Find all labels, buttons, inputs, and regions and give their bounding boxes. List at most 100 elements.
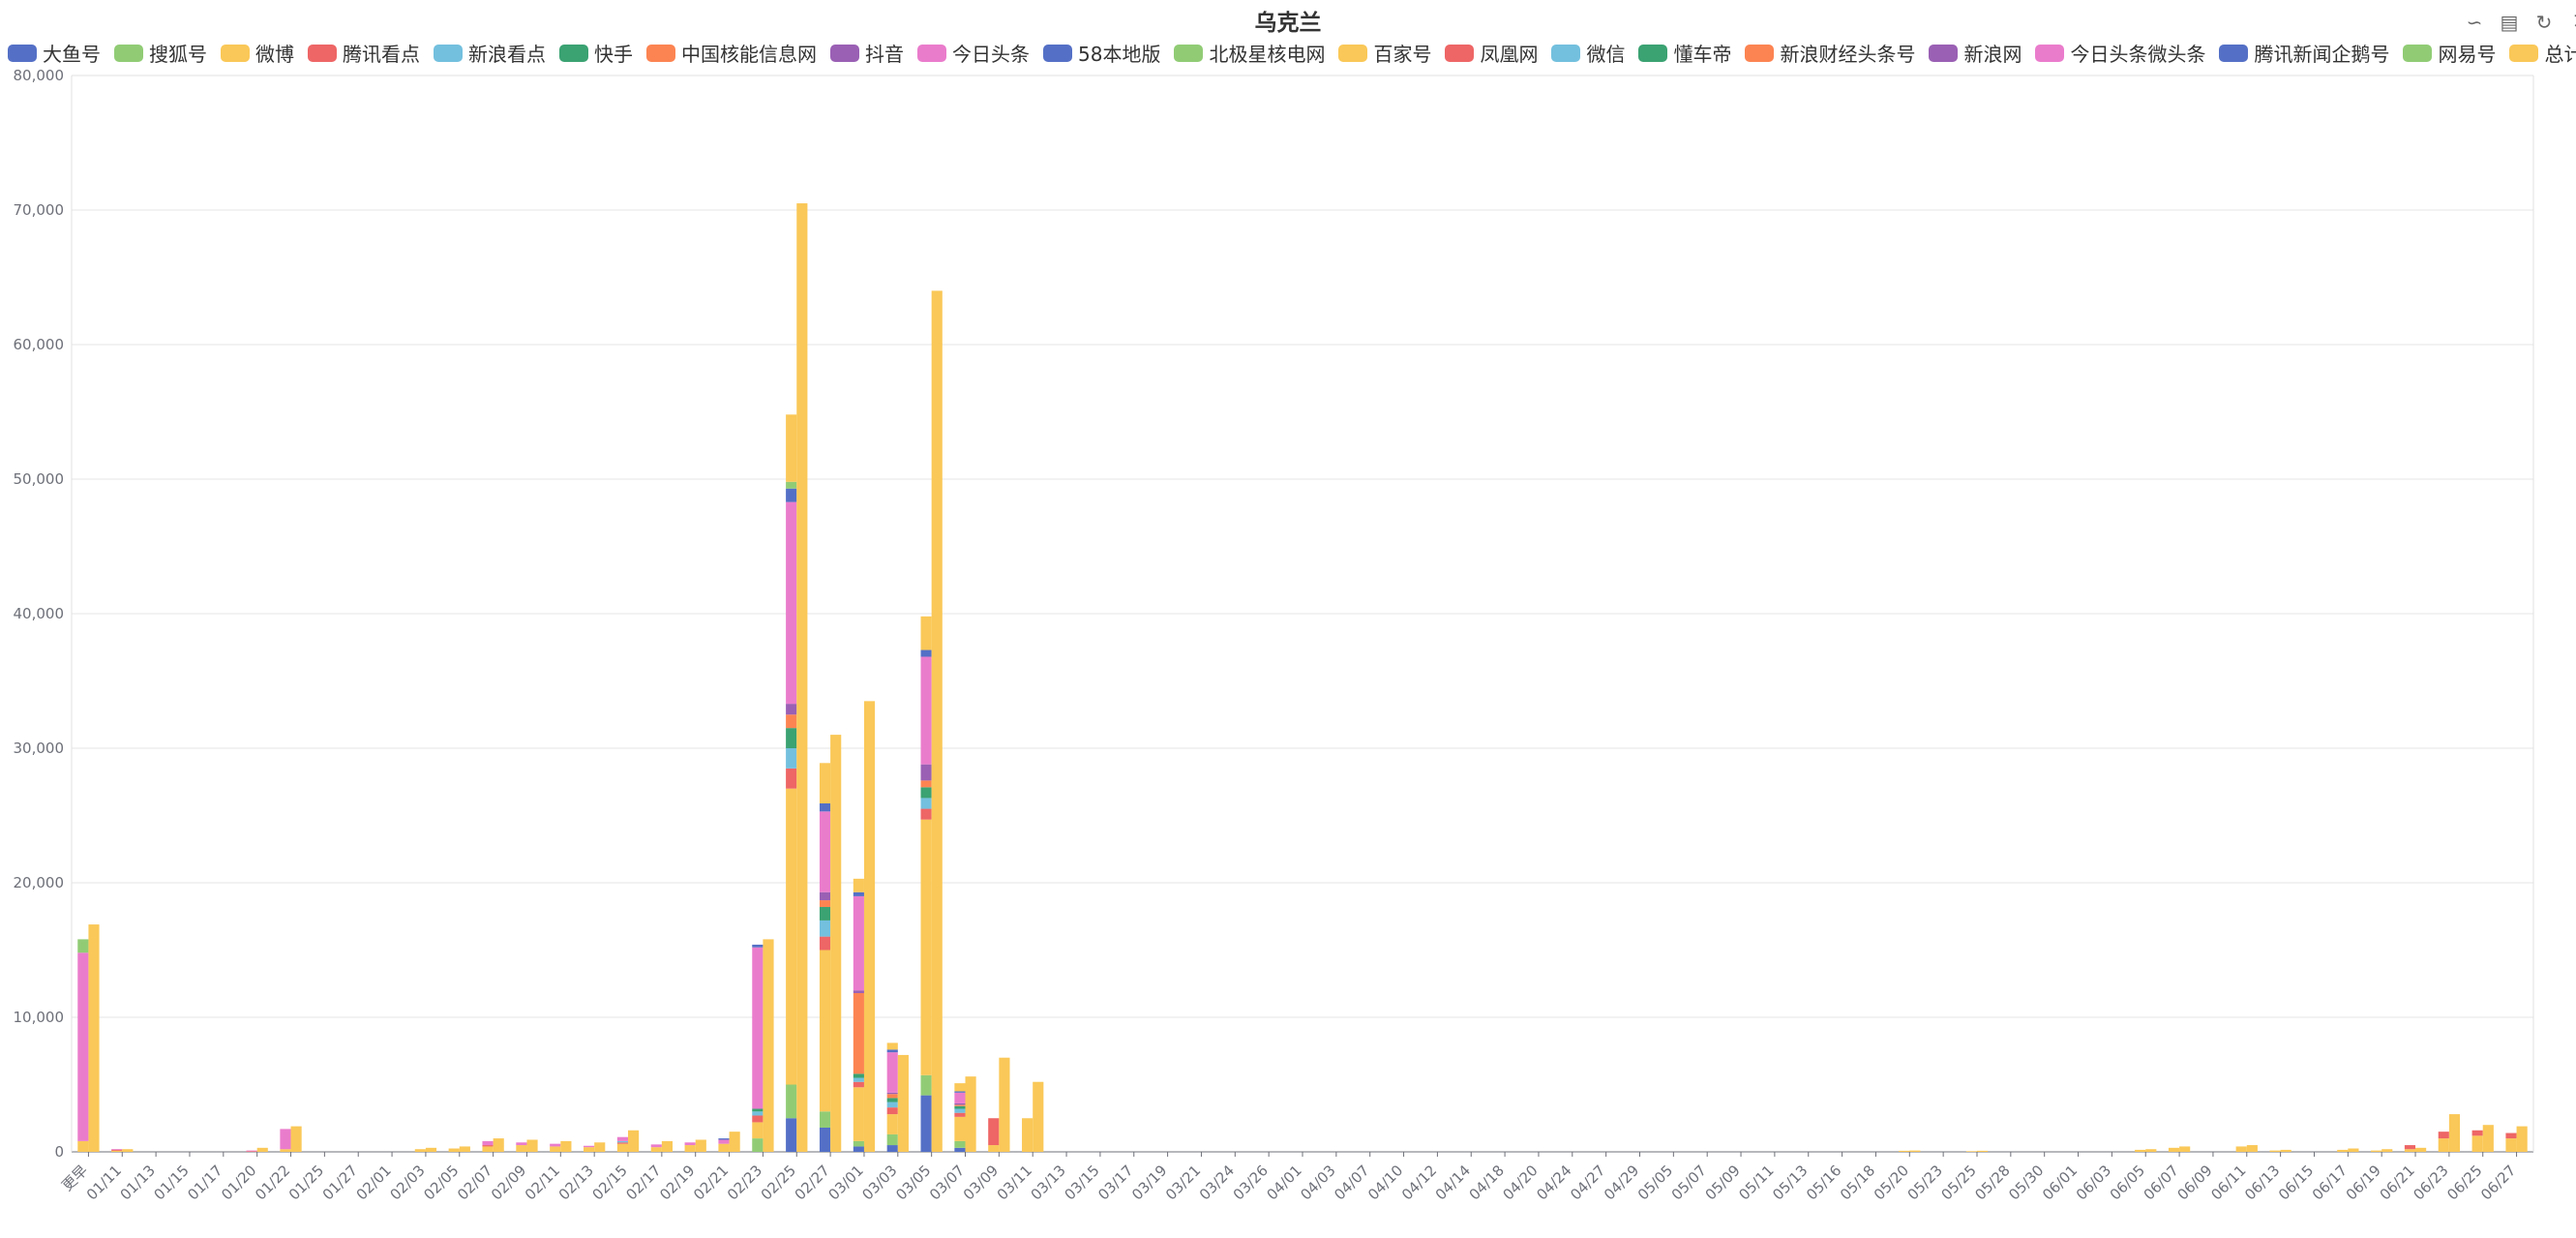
legend-label: 凤凰网 — [1480, 43, 1539, 66]
x-tick-label: 01/22 — [252, 1162, 293, 1203]
legend-item[interactable]: 百家号 — [1338, 39, 1431, 67]
legend-label: 微博 — [255, 43, 294, 66]
x-tick-label: 03/11 — [994, 1162, 1035, 1203]
legend-item[interactable]: 58本地版 — [1043, 39, 1160, 67]
bar-segment — [616, 1143, 629, 1152]
bar-segment — [246, 1151, 257, 1152]
bar-segment — [853, 990, 864, 993]
chart-legend: 大鱼号 搜狐号 微博 腾讯看点 新浪看点 快手 中国核能信息网 抖音 今日头条 58本地版 北极星核… — [8, 39, 2576, 72]
x-tick-label: 03/03 — [858, 1162, 900, 1203]
bar-total — [931, 290, 943, 1152]
line-chart-icon[interactable]: ∽ — [2466, 11, 2483, 34]
legend-item[interactable]: 总计 — [2509, 39, 2576, 67]
x-tick-label: 03/19 — [1128, 1162, 1170, 1203]
bar-segment — [2438, 1138, 2449, 1152]
bar-segment — [920, 780, 932, 788]
bar-segment — [853, 895, 864, 991]
legend-item[interactable]: 微信 — [1551, 39, 1625, 67]
bar-segment — [920, 808, 932, 820]
bar-segment — [2471, 1130, 2483, 1136]
legend-item[interactable]: 抖音 — [830, 39, 904, 67]
x-tick-label: 03/13 — [1028, 1162, 1069, 1203]
x-tick-label: 01/20 — [218, 1162, 259, 1203]
bar-segment — [920, 649, 932, 657]
x-tick-label: 01/27 — [319, 1162, 361, 1203]
legend-label: 搜狐号 — [149, 43, 207, 66]
x-tick-label: 02/09 — [488, 1162, 529, 1203]
legend-swatch — [1174, 44, 1204, 62]
bar-segment — [550, 1143, 561, 1147]
bar-segment — [819, 950, 831, 1112]
x-tick-label: 01/17 — [184, 1162, 225, 1203]
bar-segment — [853, 891, 864, 896]
bar-segment — [584, 1147, 595, 1152]
x-tick-label: 06/11 — [2207, 1162, 2249, 1203]
legend-label: 新浪看点 — [468, 43, 546, 66]
legend-item[interactable]: 中国核能信息网 — [646, 39, 817, 67]
bar-segment — [77, 939, 89, 953]
bar-total — [2381, 1149, 2393, 1152]
bar-segment — [988, 1118, 1000, 1146]
legend-item[interactable]: 腾讯看点 — [308, 39, 420, 67]
legend-swatch — [221, 44, 250, 62]
legend-swatch — [830, 44, 859, 62]
bar-segment — [516, 1142, 527, 1146]
x-tick-label: 05/28 — [1971, 1162, 2013, 1203]
bar-segment — [1899, 1150, 1910, 1152]
bar-chart-icon[interactable]: ▤ — [2500, 11, 2519, 34]
legend-item[interactable]: 大鱼号 — [8, 39, 101, 67]
legend-item[interactable]: 今日头条 — [917, 39, 1030, 67]
legend-item[interactable]: 网易号 — [2403, 39, 2496, 67]
bar-segment — [550, 1146, 561, 1152]
legend-item[interactable]: 快手 — [559, 39, 633, 67]
legend-item[interactable]: 北极星核电网 — [1174, 39, 1325, 67]
legend-label: 新浪财经头条号 — [1780, 43, 1916, 66]
bar-segment — [920, 1074, 932, 1096]
legend-swatch — [1551, 44, 1581, 62]
bar-segment — [2135, 1149, 2146, 1152]
legend-item[interactable]: 新浪看点 — [434, 39, 546, 67]
legend-item[interactable]: 凤凰网 — [1445, 39, 1538, 67]
bar-segment — [482, 1146, 494, 1152]
x-tick-label: 06/25 — [2443, 1162, 2485, 1203]
bar-segment — [718, 1139, 730, 1144]
x-tick-label: 02/11 — [522, 1162, 563, 1203]
legend-swatch — [114, 44, 143, 62]
bar-segment — [786, 414, 797, 482]
legend-item[interactable]: 搜狐号 — [114, 39, 207, 67]
x-tick-label: 03/24 — [1196, 1162, 1238, 1203]
legend-item[interactable]: 今日头条微头条 — [2035, 39, 2205, 67]
legend-label: 腾讯看点 — [343, 43, 420, 66]
bar-segment — [77, 952, 89, 1141]
legend-item[interactable]: 新浪财经头条号 — [1745, 39, 1915, 67]
legend-item[interactable]: 懂车帝 — [1638, 39, 1731, 67]
legend-label: 腾讯新闻企鹅号 — [2254, 43, 2390, 66]
x-tick-label: 01/15 — [151, 1162, 193, 1203]
bar-segment — [954, 1083, 966, 1092]
bar-segment — [2505, 1138, 2517, 1152]
bar-total — [1033, 1081, 1044, 1152]
bar-total — [763, 939, 774, 1152]
save-image-icon[interactable]: ↧ — [2566, 10, 2576, 35]
bar-segment — [1022, 1118, 1033, 1152]
bar-segment — [650, 1144, 662, 1148]
legend-item[interactable]: 新浪网 — [1929, 39, 2022, 67]
x-tick-label: 03/21 — [1162, 1162, 1204, 1203]
legend-item[interactable]: 腾讯新闻企鹅号 — [2219, 39, 2389, 67]
legend-swatch — [2035, 44, 2065, 62]
bar-segment — [2505, 1132, 2517, 1139]
bar-total — [628, 1130, 640, 1152]
x-tick-label: 04/20 — [1499, 1162, 1541, 1203]
x-tick-label: 02/15 — [589, 1162, 631, 1203]
x-tick-label: 02/07 — [454, 1162, 495, 1203]
bar-segment — [786, 501, 797, 705]
bar-total — [2348, 1148, 2359, 1152]
x-tick-label: 05/05 — [1634, 1162, 1676, 1203]
x-tick-label: 05/11 — [1735, 1162, 1777, 1203]
restore-icon[interactable]: ↻ — [2535, 11, 2553, 34]
bar-segment — [2438, 1132, 2449, 1139]
legend-item[interactable]: 微博 — [221, 39, 294, 67]
x-tick-label: 04/14 — [1432, 1162, 1474, 1203]
bar-segment — [819, 891, 831, 901]
bar-segment — [886, 1042, 898, 1050]
